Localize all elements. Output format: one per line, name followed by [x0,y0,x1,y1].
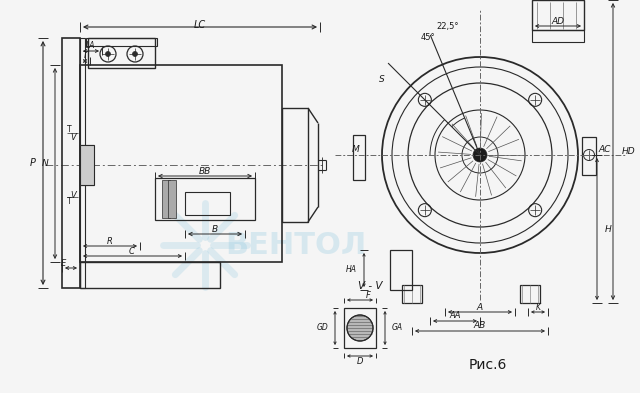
Text: T: T [67,125,71,134]
Circle shape [473,148,487,162]
Bar [344,308,376,348]
Text: AB: AB [474,321,486,331]
Text: AA: AA [449,312,461,321]
Text: ВЕНТОЛ: ВЕНТОЛ [225,231,366,259]
Bar [80,38,85,288]
Bar [80,145,94,185]
Text: M: M [352,145,360,154]
Text: C: C [129,246,135,255]
Bar [168,180,176,218]
Text: BB: BB [199,167,211,176]
Text: N: N [41,159,48,168]
Text: LA: LA [86,42,96,50]
Bar [402,285,422,303]
Text: V - V: V - V [358,281,382,291]
Text: H: H [605,224,612,233]
Text: LC: LC [194,20,206,30]
Circle shape [132,51,138,57]
Text: 45°: 45° [420,33,435,42]
Text: D: D [356,356,364,365]
Text: 22,5°: 22,5° [436,22,460,31]
Text: HA: HA [346,266,357,274]
Bar [282,108,308,222]
Text: V: V [70,191,76,200]
Bar [62,38,80,288]
Text: S: S [380,75,385,84]
Text: GA: GA [392,323,403,332]
Text: T: T [83,51,87,61]
Bar [155,178,255,220]
Text: K: K [536,303,541,312]
Bar [162,180,170,218]
Text: HD: HD [622,147,636,156]
Text: T: T [67,196,71,206]
Text: V: V [70,132,76,141]
Text: F: F [365,290,371,299]
Text: P: P [30,158,36,168]
Bar [80,65,282,262]
Circle shape [347,315,373,341]
Text: AC: AC [598,145,611,154]
Bar [353,135,365,180]
Text: R: R [107,237,113,246]
Bar [185,192,230,215]
Bar [582,137,596,175]
Bar [86,38,157,46]
Bar [532,0,584,30]
Circle shape [106,51,111,57]
Bar [88,38,155,68]
Bar [80,262,220,288]
Text: AD: AD [552,17,564,26]
Text: A: A [477,303,483,312]
Bar [390,250,412,290]
Bar [520,285,540,303]
Text: Рис.6: Рис.6 [469,358,507,372]
Bar [532,30,584,42]
Text: E: E [60,259,66,268]
Text: GD: GD [316,323,328,332]
Text: B: B [212,224,218,233]
